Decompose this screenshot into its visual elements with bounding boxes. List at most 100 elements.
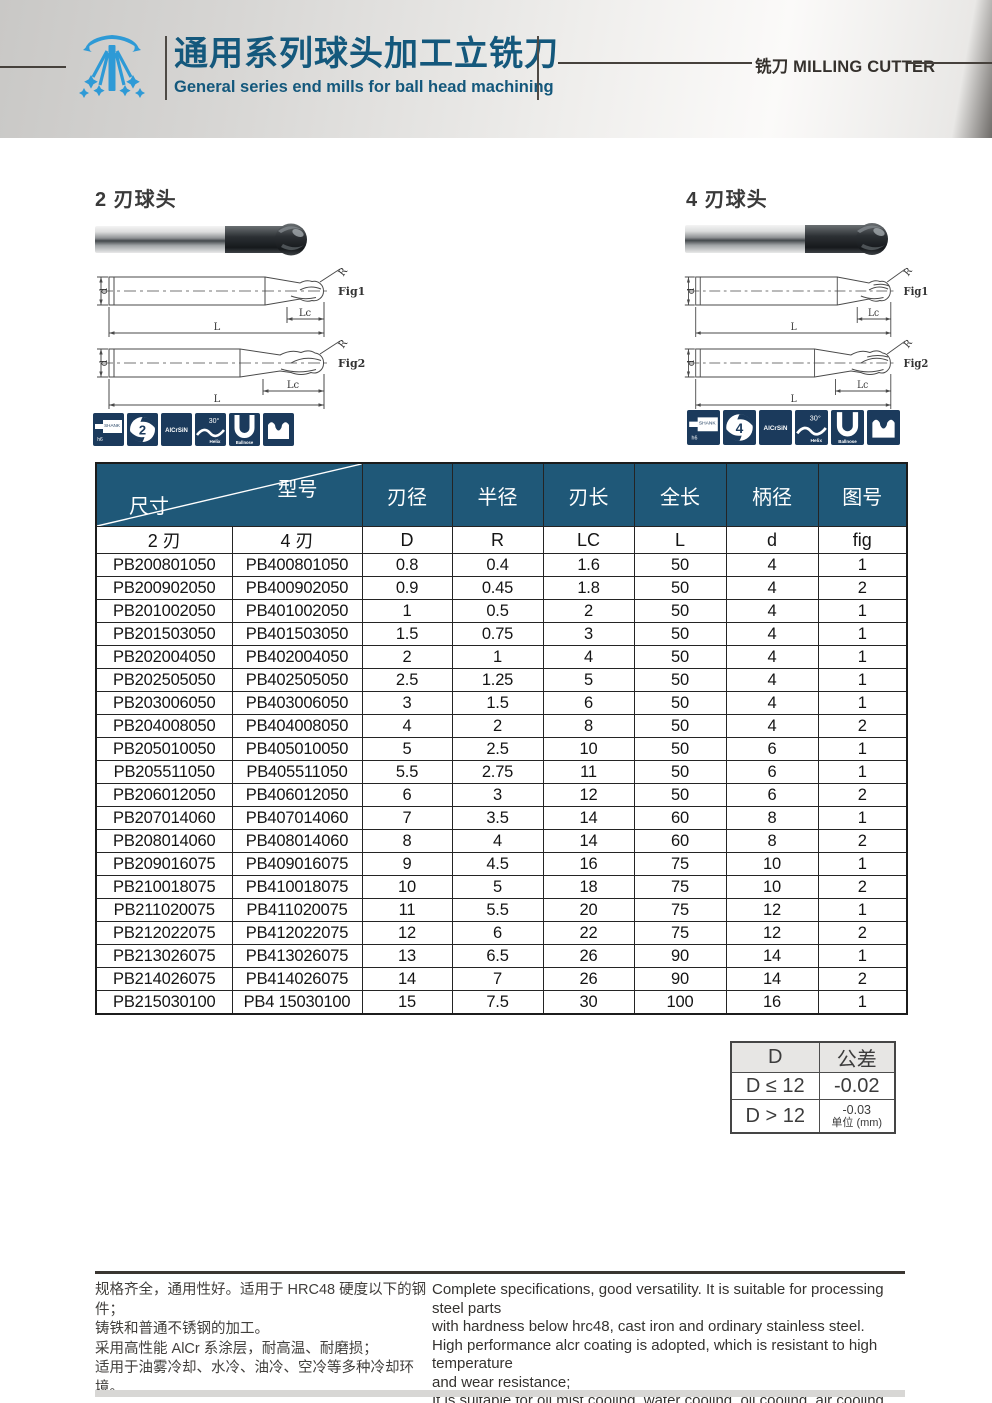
footer-cn-line: 规格齐全，通用性好。适用于 HRC48 硬度以下的钢件； bbox=[95, 1282, 427, 1318]
table-row: PB210018075 PB410018075 10 5 18 75 10 2 bbox=[95, 875, 908, 899]
model-2flute-cell: PB201002050 bbox=[95, 599, 233, 623]
overall-len-cell: 50 bbox=[633, 599, 727, 623]
blade-dia-cell: 11 bbox=[361, 898, 453, 922]
model-4flute-cell: PB409016075 bbox=[231, 852, 363, 876]
blade-len-cell: 14 bbox=[542, 829, 635, 853]
model-2flute-cell: PB214026075 bbox=[95, 967, 233, 991]
blade-dia-cell: 5.5 bbox=[361, 760, 453, 784]
model-2flute-cell: PB201503050 bbox=[95, 622, 233, 646]
radius-cell: 7 bbox=[451, 967, 544, 991]
model-4flute-cell: PB405010050 bbox=[231, 737, 363, 761]
page-title: 通用系列球头加工立铣刀 bbox=[174, 35, 559, 73]
model-4flute-cell: PB406012050 bbox=[231, 783, 363, 807]
shank-label: SHANK bbox=[699, 421, 717, 427]
model-4flute-cell: PB400902050 bbox=[231, 576, 363, 600]
radius-cell: 4 bbox=[451, 829, 544, 853]
model-2flute-cell: PB212022075 bbox=[95, 921, 233, 945]
overall-len-cell: 50 bbox=[633, 783, 727, 807]
fig-no-cell: 2 bbox=[817, 875, 908, 899]
blade-dia-cell: 3 bbox=[361, 691, 453, 715]
model-2flute-cell: PB200801050 bbox=[95, 553, 233, 577]
radius-cell: 4.5 bbox=[451, 852, 544, 876]
blade-dia-cell: 1.5 bbox=[361, 622, 453, 646]
blade-dia-cell: 12 bbox=[361, 921, 453, 945]
model-2flute-cell: PB202004050 bbox=[95, 645, 233, 669]
model-2flute-cell: PB213026075 bbox=[95, 944, 233, 968]
blade-dia-cell: 5 bbox=[361, 737, 453, 761]
dim-d-label: d bbox=[686, 360, 696, 366]
table-row: PB214026075 PB414026075 14 7 26 90 14 2 bbox=[95, 967, 908, 991]
model-4flute-cell: PB402004050 bbox=[231, 645, 363, 669]
overall-len-cell: 60 bbox=[633, 806, 727, 830]
shank-label: SHANK bbox=[104, 423, 121, 428]
tol-value-cell: -0.03 单位 (mm) bbox=[818, 1099, 896, 1134]
fig-no-cell: 2 bbox=[817, 967, 908, 991]
model-2flute-cell: PB206012050 bbox=[95, 783, 233, 807]
radius-cell: 2 bbox=[451, 714, 544, 738]
tolerance-table: D 公差 D ≤ 12 -0.02 D > 12 -0.03 单位 (mm) bbox=[730, 1041, 896, 1134]
ball-profile-icon bbox=[867, 410, 900, 445]
fig-no-cell: 1 bbox=[817, 990, 908, 1015]
overall-len-cell: 50 bbox=[633, 553, 727, 577]
blade-dia-cell: 2 bbox=[361, 645, 453, 669]
fig-no-cell: 1 bbox=[817, 553, 908, 577]
table-row: PB208014060 PB408014060 8 4 14 60 8 2 bbox=[95, 829, 908, 853]
footer-cn-line: 铸铁和普通不锈钢的加工。 bbox=[95, 1321, 269, 1337]
model-2flute-cell: PB203006050 bbox=[95, 691, 233, 715]
blade-len-cell: 2 bbox=[542, 599, 635, 623]
blade-dia-cell: 7 bbox=[361, 806, 453, 830]
dim-d-label: d bbox=[99, 287, 110, 294]
fig-no-cell: 1 bbox=[817, 691, 908, 715]
tol-col-d-header: D bbox=[730, 1041, 820, 1073]
shank-dia-cell: 10 bbox=[725, 875, 819, 899]
ballnose-label: Ballnose bbox=[236, 440, 254, 445]
blade-dia-cell: 0.8 bbox=[361, 553, 453, 577]
model-2flute-cell: PB204008050 bbox=[95, 714, 233, 738]
shank-dia-cell: 8 bbox=[725, 829, 819, 853]
dim-lc-label: Lc bbox=[857, 380, 868, 392]
table-row: PB215030100 PB4 15030100 15 7.5 30 100 1… bbox=[95, 990, 908, 1015]
radius-cell: 3 bbox=[451, 783, 544, 807]
model-2flute-cell: PB209016075 bbox=[95, 852, 233, 876]
radius-cell: 5.5 bbox=[451, 898, 544, 922]
blade-dia-cell: 14 bbox=[361, 967, 453, 991]
header-left-rule bbox=[0, 66, 66, 68]
model-4flute-cell: PB412022075 bbox=[231, 921, 363, 945]
fig-no-cell: 1 bbox=[817, 760, 908, 784]
flute-count-icon: 2 bbox=[127, 413, 158, 446]
feature-badges-4-flute: SHANK h6 4 AlCrSiN 30° Helix bbox=[687, 410, 900, 445]
dim-d-label: d bbox=[99, 359, 110, 366]
diagram-4-flute-fig2: d Lc L R Fig2 bbox=[684, 337, 928, 409]
shank-sub-label: h6 bbox=[97, 437, 103, 443]
blade-dia-cell: 10 bbox=[361, 875, 453, 899]
blade-len-cell: 1.6 bbox=[542, 553, 635, 577]
diagram-4-flute-fig1: d Lc L R Fig1 bbox=[684, 266, 928, 337]
table-row: PB209016075 PB409016075 9 4.5 16 75 10 1 bbox=[95, 852, 908, 876]
helix-angle-icon: 30° Helix bbox=[195, 413, 226, 446]
fig-no-cell: 2 bbox=[817, 714, 908, 738]
dim-r-label: R bbox=[902, 337, 915, 351]
header-mid-rule bbox=[558, 62, 752, 64]
dim-r-label: R bbox=[337, 338, 351, 351]
fig2-label: Fig2 bbox=[338, 357, 365, 370]
fig-no-cell: 1 bbox=[817, 944, 908, 968]
model-4flute-cell: PB402505050 bbox=[231, 668, 363, 692]
overall-len-cell: 50 bbox=[633, 668, 727, 692]
shank-h6-icon: SHANK h6 bbox=[687, 410, 720, 445]
overall-len-cell: 100 bbox=[633, 990, 727, 1015]
flute-count-icon: 4 bbox=[723, 410, 756, 445]
shank-dia-cell: 16 bbox=[725, 990, 819, 1015]
flute-count-label: 4 bbox=[736, 421, 744, 436]
tol-value-cell: -0.02 bbox=[818, 1072, 896, 1100]
subheader-fig: fig bbox=[817, 526, 908, 554]
diagram-2-flute-fig2: d Lc L R Fig2 bbox=[97, 338, 365, 409]
header-right-rule bbox=[908, 62, 992, 64]
size-header-label: 尺寸 bbox=[129, 496, 169, 518]
model-4flute-cell: PB414026075 bbox=[231, 967, 363, 991]
dim-l-label: L bbox=[791, 394, 798, 406]
shank-dia-cell: 6 bbox=[725, 783, 819, 807]
overall-len-cell: 75 bbox=[633, 921, 727, 945]
table-row: PB200801050 PB400801050 0.8 0.4 1.6 50 4… bbox=[95, 553, 908, 577]
flute-count-label: 2 bbox=[139, 423, 146, 438]
